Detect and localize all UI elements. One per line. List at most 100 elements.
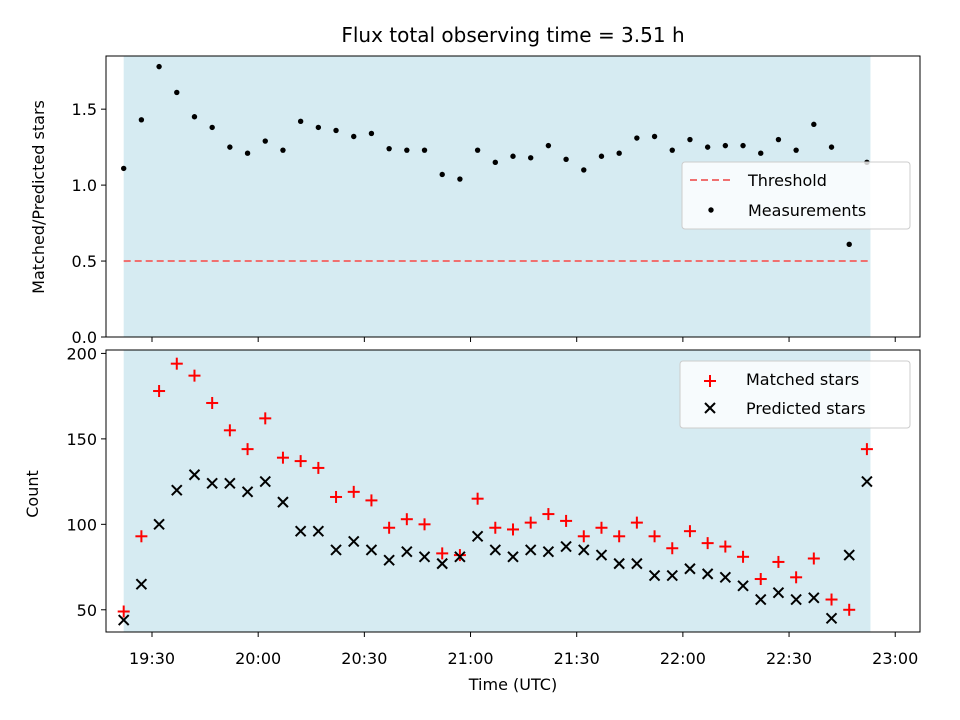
- measurement-point: [138, 117, 145, 123]
- matched-star-point: [701, 537, 714, 550]
- measurement-point: [740, 142, 746, 149]
- matched-stars-points: [117, 357, 873, 618]
- predicted-star-point: [772, 586, 785, 599]
- matched-star-point: [825, 593, 838, 606]
- matched-star-point: [737, 550, 750, 563]
- measurement-point: [758, 150, 764, 156]
- measurement-point: [156, 63, 162, 70]
- predicted-star-point: [825, 612, 838, 625]
- matched-star-point: [683, 525, 696, 538]
- predicted-star-point: [312, 525, 325, 537]
- x-tick-label: 23:00: [872, 649, 918, 668]
- measurement-point: [262, 138, 268, 144]
- legend-predicted-swatch: [704, 402, 716, 414]
- predicted-star-point: [383, 554, 395, 566]
- measurement-point: [598, 153, 605, 159]
- ratio-legend-box: [681, 161, 911, 230]
- predicted-star-point: [790, 593, 802, 606]
- x-tick-label: 20:30: [341, 649, 387, 668]
- matched-star-point: [577, 530, 590, 543]
- x-axis-label: Time (UTC): [468, 675, 557, 694]
- predicted-star-point: [348, 535, 360, 548]
- predicted-star-point: [259, 475, 271, 488]
- y-tick-label: 200: [66, 344, 97, 363]
- matched-star-point: [807, 552, 820, 565]
- predicted-star-point: [188, 469, 201, 481]
- matched-star-point: [719, 540, 732, 553]
- measurement-point: [704, 144, 711, 150]
- x-tick-label: 19:30: [129, 649, 175, 668]
- measurement-point: [527, 155, 534, 161]
- matched-star-point: [489, 521, 502, 534]
- predicted-star-point: [206, 477, 218, 490]
- matched-star-point: [241, 443, 254, 456]
- predicted-star-point: [117, 614, 130, 626]
- y-tick-label: 50: [77, 601, 97, 620]
- matched-star-point: [507, 523, 519, 536]
- matched-star-point: [117, 605, 130, 618]
- measurement-point: [421, 147, 428, 153]
- measurement-point: [545, 142, 552, 149]
- measurement-point: [722, 142, 729, 149]
- chart-title: Flux total observing time = 3.51 h: [341, 23, 684, 47]
- measurement-point: [828, 144, 835, 150]
- predicted-star-point: [277, 496, 289, 508]
- predicted-star-point: [171, 484, 183, 496]
- matched-star-point: [790, 571, 803, 584]
- predicted-star-point: [808, 592, 820, 604]
- ratio-y-ticks: 0.0 0.5 1.0 1.5: [72, 100, 106, 347]
- predicted-star-point: [719, 571, 732, 584]
- matched-star-point: [560, 514, 573, 527]
- count-x-ticks: 19:30 20:00 20:30 21:00 21:30 22:00 22:30 23:00: [129, 632, 918, 668]
- matched-star-point: [436, 547, 449, 560]
- predicted-star-point: [648, 569, 661, 582]
- predicted-star-point: [153, 518, 165, 531]
- matched-star-point: [206, 396, 219, 409]
- y-tick-label: 0.5: [72, 252, 97, 271]
- matched-star-point: [400, 513, 413, 526]
- ratio-panel: 0.0 0.5 1.0 1.5 Flux total observing time =…: [29, 23, 921, 347]
- measurement-point: [651, 133, 658, 140]
- measurement-point: [581, 167, 587, 173]
- matched-star-point: [418, 518, 431, 531]
- predicted-star-point: [436, 557, 448, 570]
- legend-measurements-label: Measurements: [748, 201, 866, 220]
- measurement-point: [297, 118, 304, 125]
- measurement-point: [793, 147, 799, 153]
- x-tick-label: 22:00: [660, 649, 706, 668]
- count-y-axis-label: Count: [23, 470, 42, 518]
- matched-star-point: [276, 451, 289, 464]
- y-tick-label: 1.0: [72, 176, 97, 195]
- measurement-point: [386, 145, 392, 152]
- predicted-star-point: [560, 540, 572, 553]
- predicted-star-point: [737, 580, 749, 592]
- ratio-x-ticks: [151, 337, 896, 342]
- measurement-point: [227, 144, 233, 150]
- matched-star-point: [312, 461, 325, 474]
- measurement-point: [616, 150, 622, 156]
- predicted-star-point: [684, 563, 696, 575]
- y-tick-label: 0.0: [72, 328, 97, 347]
- matched-star-point: [259, 412, 272, 425]
- predicted-star-point: [401, 545, 413, 558]
- predicted-star-point: [613, 557, 625, 570]
- matched-star-point: [223, 424, 236, 437]
- ratio-plot-frame: [105, 55, 921, 338]
- predicted-star-point: [843, 549, 855, 561]
- matched-star-point: [453, 549, 466, 562]
- count-legend-box: [679, 360, 911, 429]
- predicted-star-point: [524, 544, 537, 556]
- legend-predicted-label: Predicted stars: [746, 399, 866, 418]
- x-tick-label: 21:00: [447, 649, 493, 668]
- measurement-point: [315, 124, 322, 131]
- y-tick-label: 150: [66, 430, 97, 449]
- count-plot-frame: [105, 349, 921, 633]
- matched-star-point: [188, 369, 201, 382]
- matched-star-point: [754, 573, 767, 586]
- predicted-star-point: [631, 557, 643, 570]
- measurement-point: [563, 156, 569, 162]
- count-legend: Matched stars Predicted stars: [679, 360, 911, 429]
- x-tick-label: 22:30: [766, 649, 812, 668]
- measurement-point: [474, 147, 481, 153]
